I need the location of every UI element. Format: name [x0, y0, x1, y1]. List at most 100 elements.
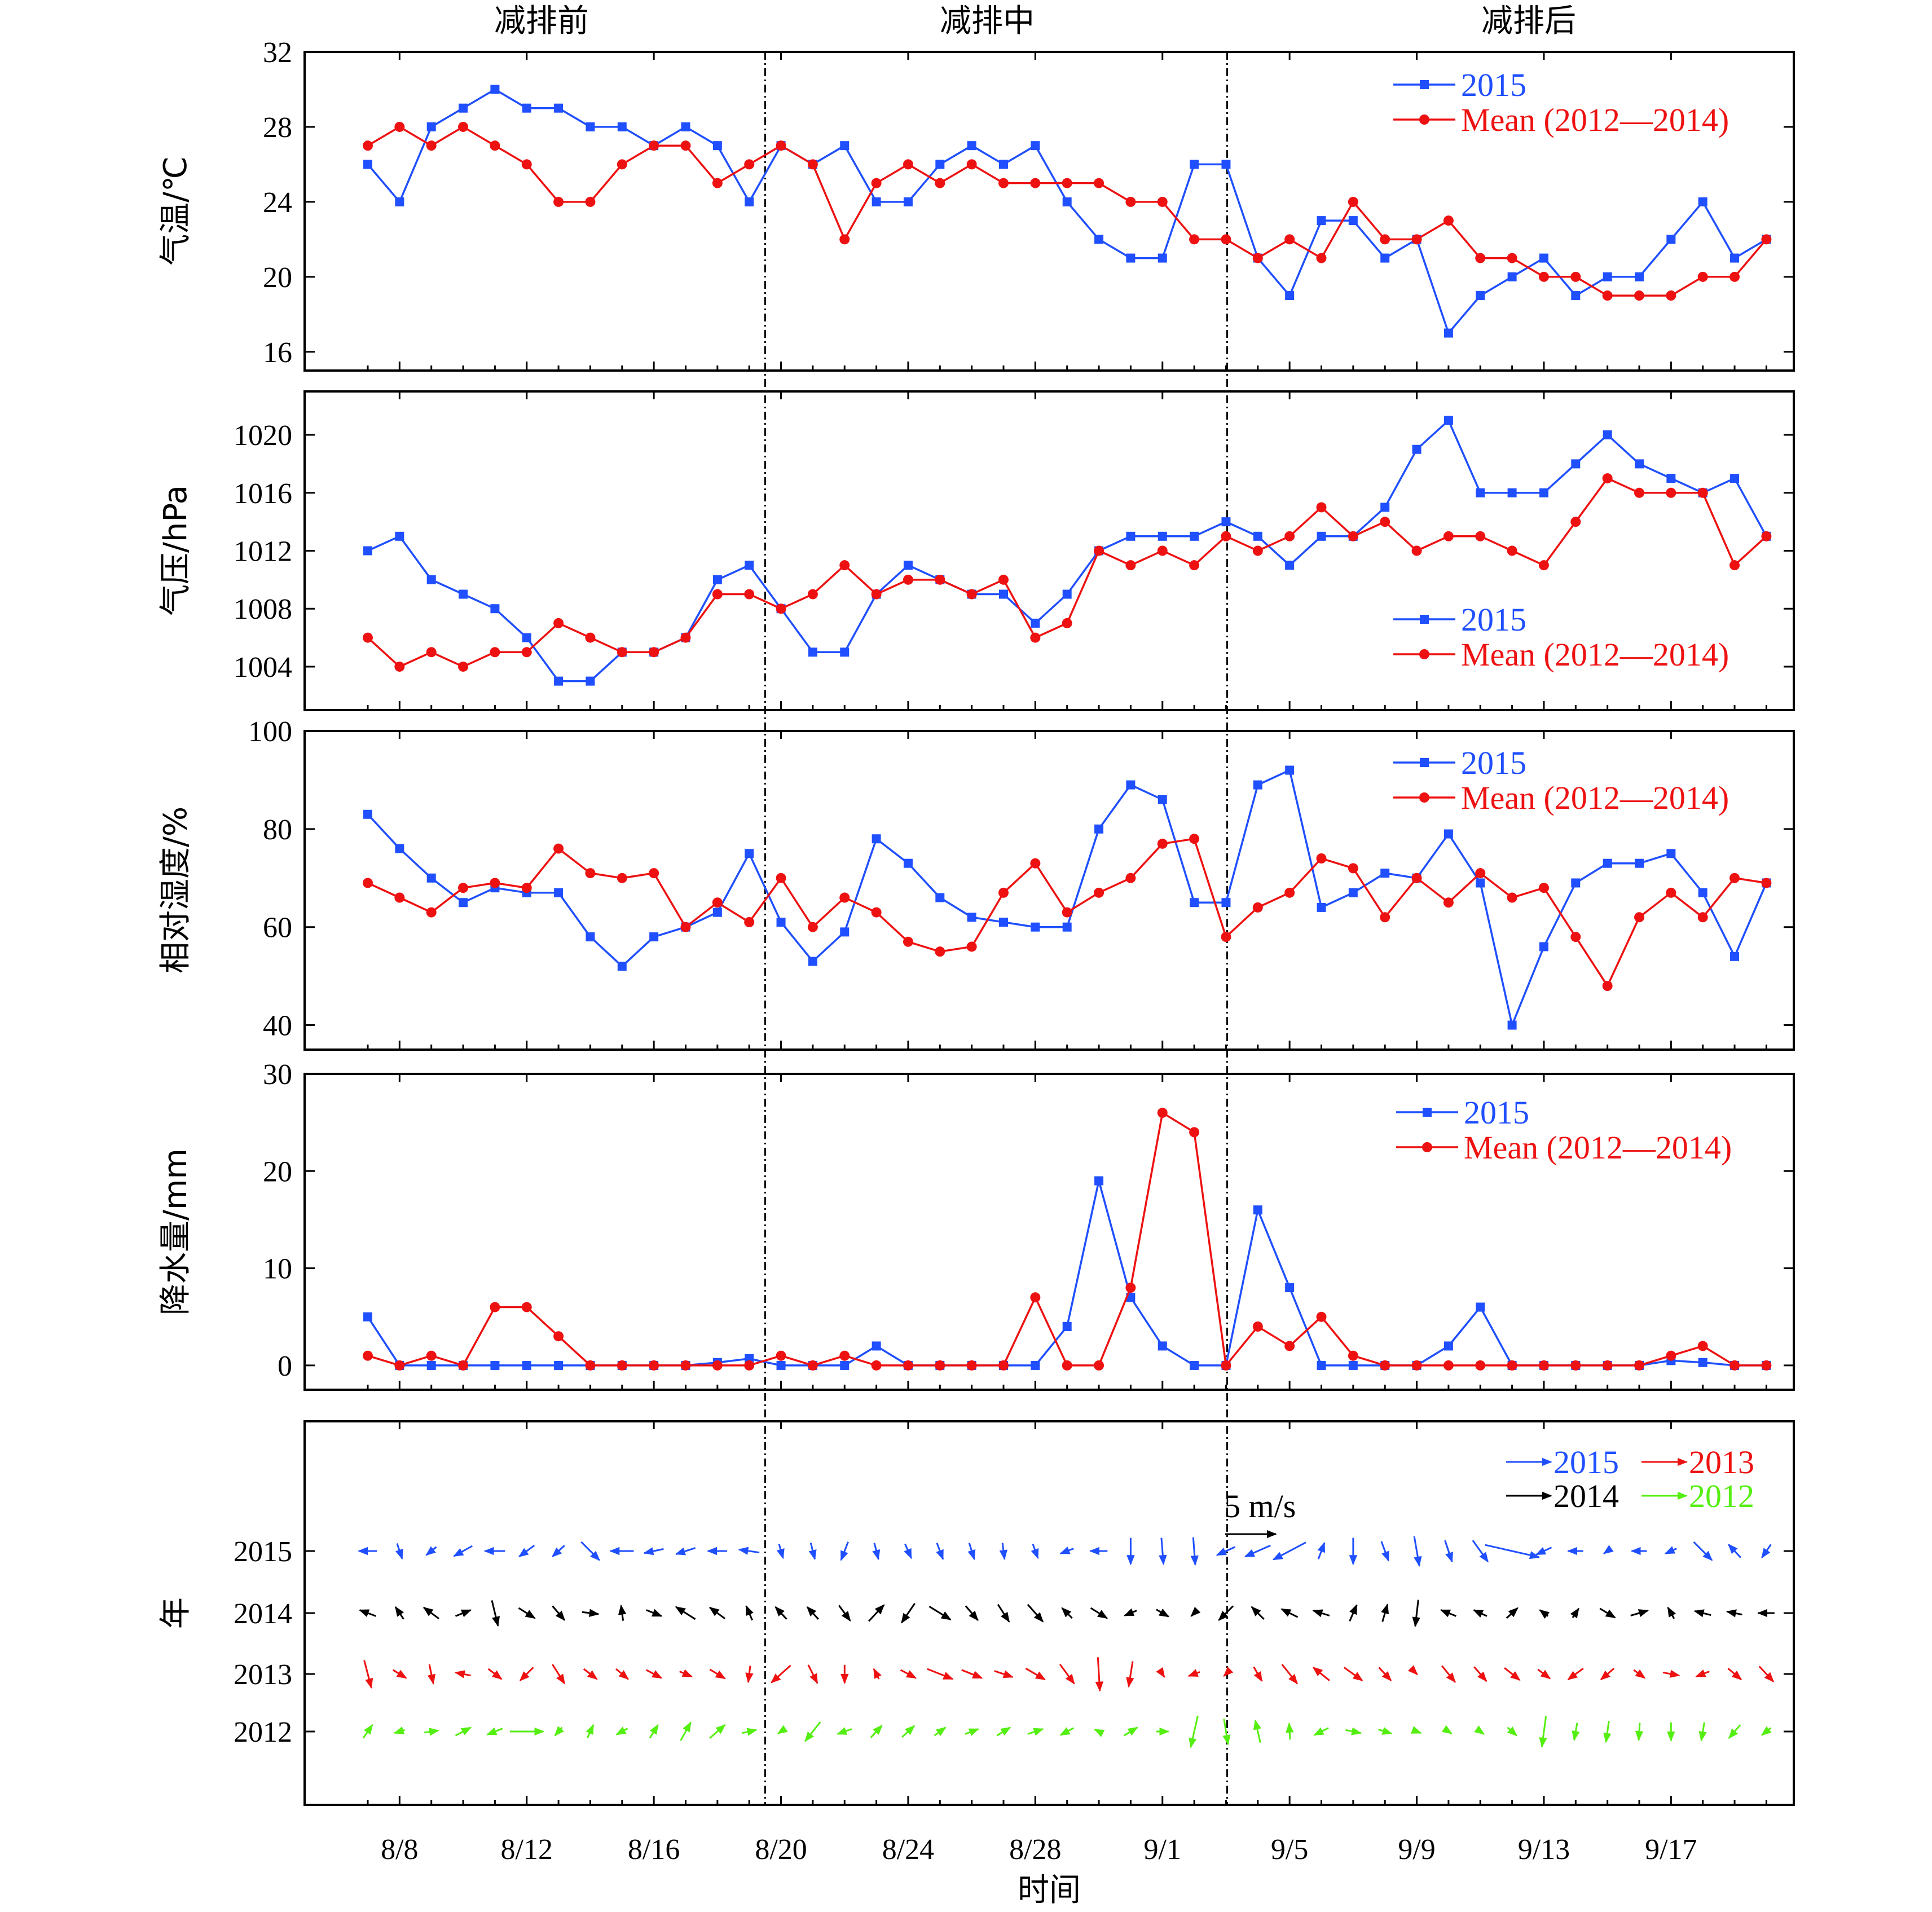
- data-point-mean: [1602, 473, 1613, 484]
- wind-vector-2012: [1539, 1716, 1547, 1748]
- wind-vector-2015: [1244, 1544, 1271, 1558]
- wind-vector-2013: [1281, 1663, 1298, 1685]
- wind-vector-2015: [936, 1543, 944, 1561]
- data-point-2015: [903, 561, 913, 570]
- data-point-2015: [1476, 488, 1485, 497]
- wind-vector-2012: [804, 1721, 821, 1742]
- wind-vector-2012: [1507, 1726, 1518, 1737]
- y-tick-label: 100: [248, 716, 292, 748]
- wind-vector-2012: [1603, 1720, 1612, 1743]
- data-point-mean: [617, 647, 627, 658]
- wind-vector-2012: [1572, 1722, 1580, 1742]
- data-point-mean: [1125, 560, 1136, 571]
- data-point-mean: [1475, 868, 1486, 879]
- wind-vector-2014: [1061, 1607, 1073, 1619]
- data-point-mean: [1634, 290, 1644, 301]
- data-point-2015: [1666, 849, 1676, 858]
- data-point-2015: [903, 858, 913, 868]
- legend-marker: [1420, 615, 1429, 624]
- wind-vector-2015: [1380, 1541, 1389, 1562]
- data-point-mean: [1507, 1360, 1517, 1371]
- data-point-mean: [744, 1360, 755, 1371]
- wind-vector-2015: [1761, 1544, 1772, 1559]
- data-point-2015: [1285, 1283, 1295, 1293]
- data-point-mean: [490, 140, 500, 151]
- data-point-mean: [1157, 838, 1168, 849]
- data-point-mean: [1729, 873, 1740, 883]
- y-tick-label: 1004: [234, 651, 292, 684]
- data-point-2015: [1062, 197, 1072, 206]
- data-point-2015: [1476, 291, 1485, 301]
- data-point-mean: [363, 140, 373, 151]
- wind-vector-2015: [738, 1547, 760, 1555]
- wind-vector-2013: [645, 1669, 663, 1679]
- wind-vector-2013: [1223, 1667, 1234, 1677]
- data-point-mean: [458, 661, 469, 672]
- data-point-mean: [1538, 883, 1549, 893]
- data-point-mean: [1348, 196, 1358, 207]
- data-point-mean: [1602, 290, 1613, 301]
- data-point-mean: [935, 1360, 945, 1371]
- data-point-mean: [903, 574, 913, 585]
- data-point-mean: [903, 936, 913, 947]
- wind-vector-2012: [1345, 1727, 1362, 1735]
- wind-vector-2015: [1413, 1536, 1422, 1567]
- tick-layer: 8/8 8/12 8/16 8/20 8/24 8/28 9/1 9/5 9/9 9/13 9/17…: [234, 37, 1794, 1866]
- wind-vector-2014: [1218, 1605, 1234, 1621]
- wind-vector-2015: [1728, 1543, 1742, 1558]
- wind-vector-2014: [965, 1605, 979, 1621]
- wind-vector-2013: [1600, 1667, 1615, 1681]
- wind-vector-2012: [1411, 1726, 1422, 1734]
- wind-vector-2014: [1190, 1606, 1201, 1617]
- data-point-mean: [1189, 560, 1200, 571]
- legend-label: Mean (2012—2014): [1461, 636, 1729, 673]
- data-point-mean: [617, 159, 627, 170]
- data-point-2015: [586, 676, 595, 686]
- wind-vector-2014: [1599, 1607, 1616, 1619]
- wind-vector-2012: [362, 1724, 373, 1739]
- data-point-2015: [840, 647, 850, 657]
- y-tick-label: 20: [263, 262, 292, 294]
- data-point-2015: [1221, 898, 1231, 907]
- wind-vector-2013: [552, 1664, 566, 1685]
- wind-vector-2012: [1123, 1726, 1138, 1737]
- legend-marker: [1420, 80, 1429, 89]
- data-point-2015: [363, 546, 372, 556]
- data-point-2015: [1539, 253, 1548, 263]
- wind-vector-2012: [901, 1725, 916, 1738]
- data-point-mean: [680, 922, 691, 932]
- data-point-2015: [1094, 1176, 1104, 1186]
- data-point-mean: [1094, 1360, 1104, 1371]
- data-point-mean: [807, 589, 818, 600]
- data-point-2015: [967, 913, 976, 922]
- wind-vector-2014: [1440, 1609, 1456, 1618]
- y-tick-label: 40: [263, 1010, 292, 1042]
- wind-vector-2014: [997, 1603, 1010, 1623]
- data-point-mean: [649, 647, 659, 658]
- data-point-2015: [649, 932, 659, 942]
- legend-label-2015: 2015: [1553, 1444, 1619, 1481]
- wind-vector-2015: [1317, 1541, 1326, 1559]
- data-point-mean: [1538, 1360, 1549, 1371]
- data-point-mean: [585, 196, 596, 207]
- data-point-mean: [807, 922, 818, 932]
- data-point-2015: [712, 907, 722, 917]
- data-point-mean: [617, 1360, 627, 1371]
- data-point-2015: [1348, 216, 1358, 226]
- wind-vector-2014: [582, 1609, 600, 1617]
- wind-vector-2015: [808, 1543, 817, 1561]
- data-point-mean: [776, 1350, 786, 1361]
- data-point-mean: [1443, 897, 1454, 908]
- wind-vector-2014: [1280, 1608, 1299, 1618]
- data-point-2015: [745, 197, 754, 206]
- data-point-mean: [1030, 858, 1041, 869]
- data-point-mean: [1221, 234, 1231, 245]
- data-point-mean: [871, 907, 882, 918]
- wind-vector-2013: [1126, 1661, 1134, 1688]
- data-point-2015: [1698, 1358, 1707, 1367]
- data-point-mean: [744, 917, 755, 927]
- data-point-mean: [1761, 1360, 1772, 1371]
- legend-label: 2015: [1461, 744, 1526, 781]
- data-point-2015: [554, 888, 564, 897]
- data-point-mean: [1316, 253, 1327, 263]
